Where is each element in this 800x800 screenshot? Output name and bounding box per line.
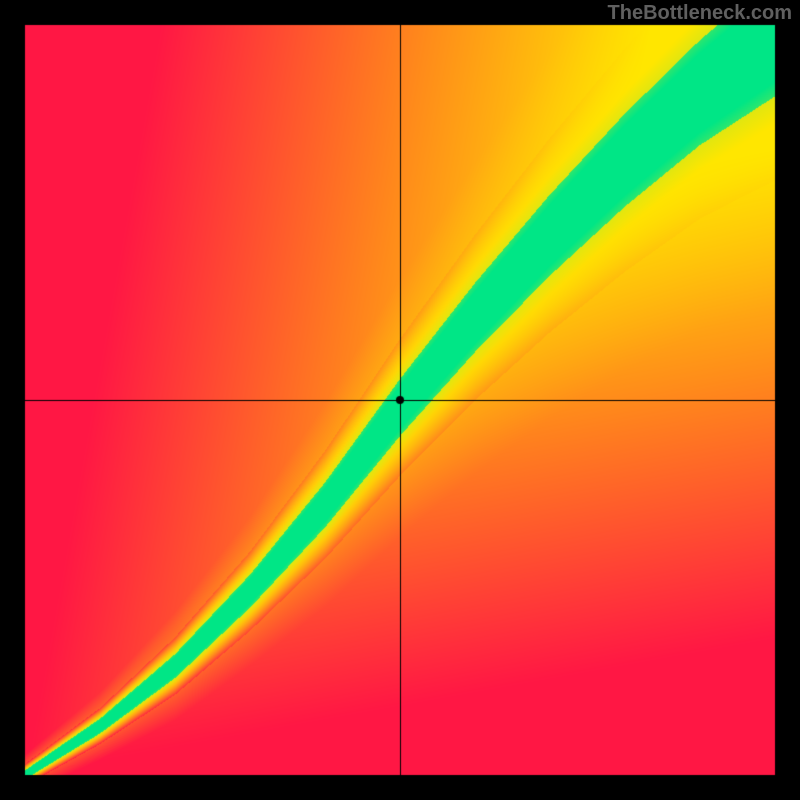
- attribution-text: TheBottleneck.com: [608, 2, 792, 25]
- chart-container: TheBottleneck.com: [0, 0, 800, 800]
- bottleneck-heatmap: [0, 0, 800, 800]
